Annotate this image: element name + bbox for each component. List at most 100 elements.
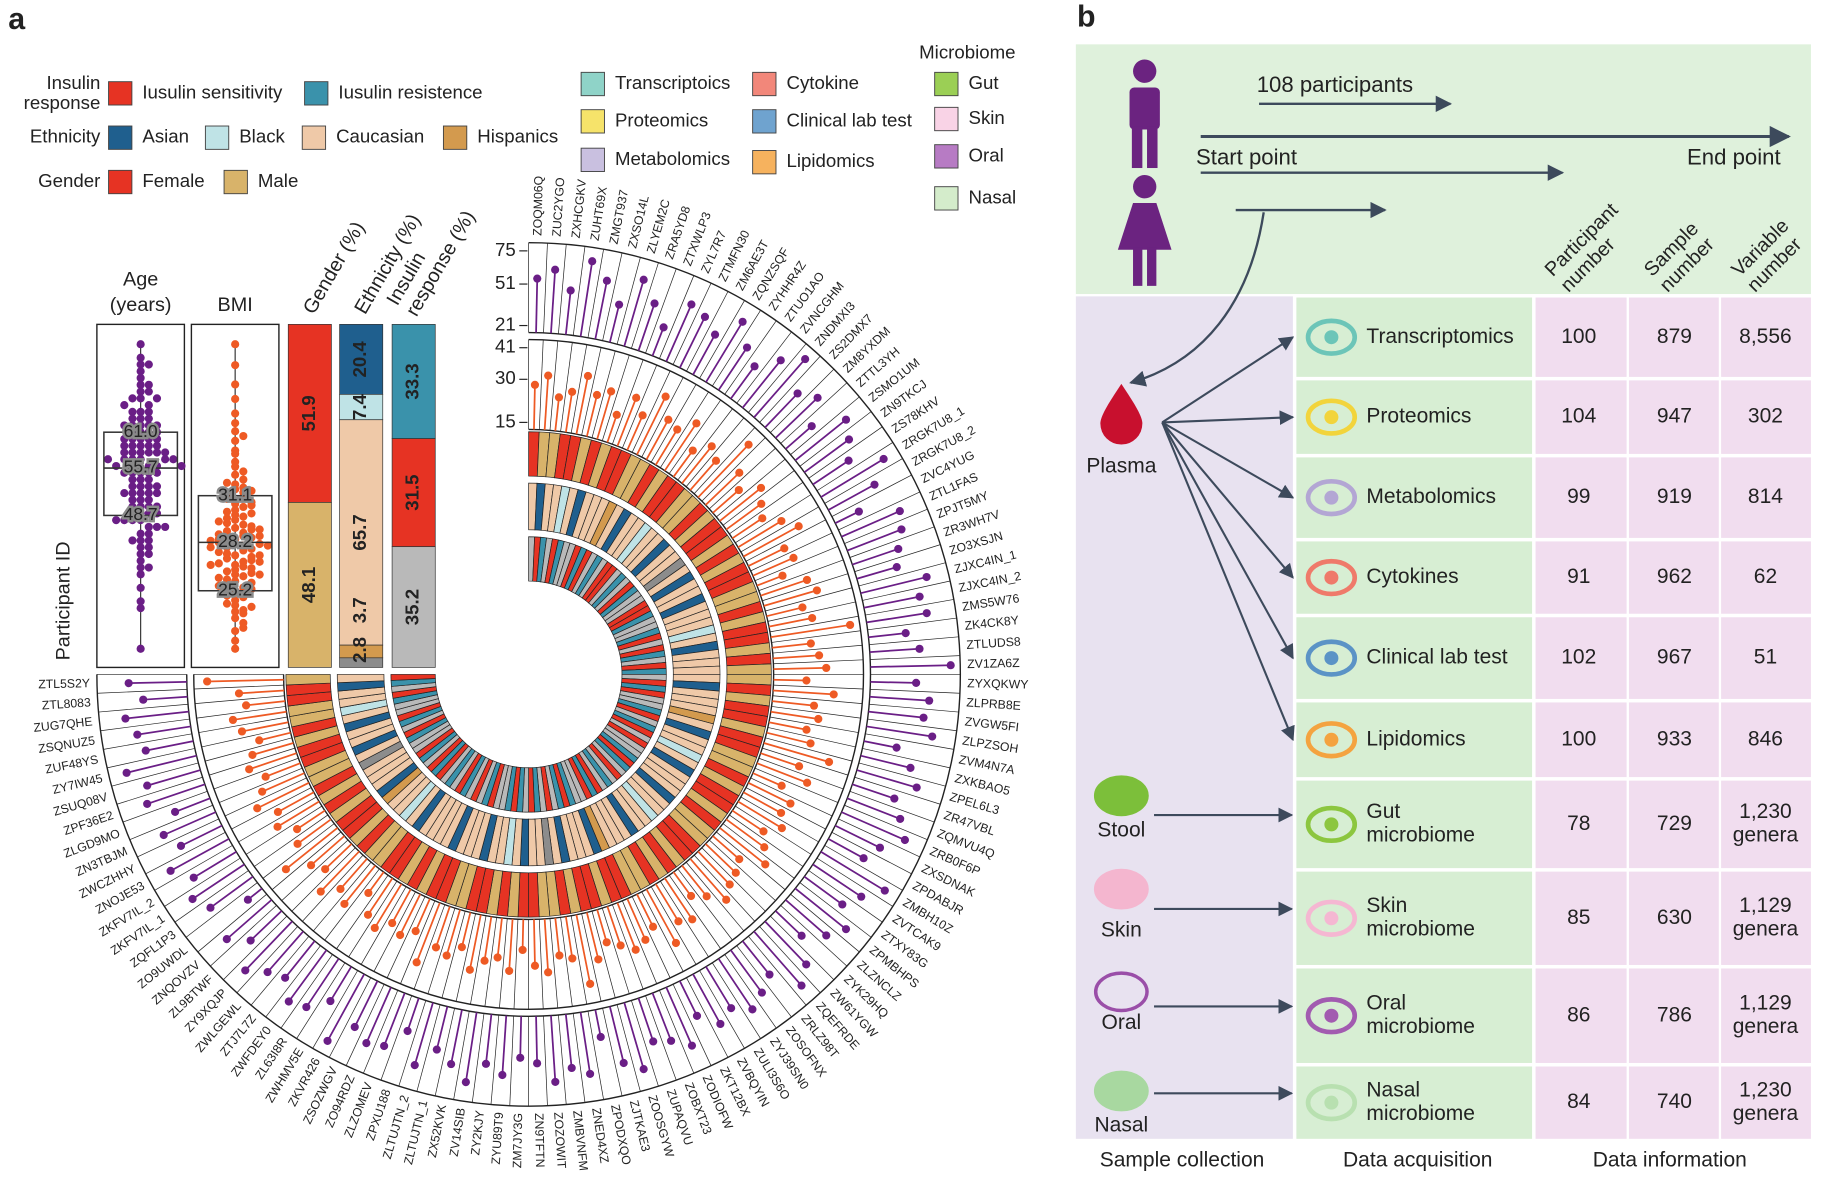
- lollipop-stem: [143, 695, 188, 701]
- participant-id: ZUC2YGO: [550, 177, 568, 237]
- legend-swatch: [934, 186, 959, 211]
- track-spoke: [867, 718, 957, 732]
- lollipop-stem: [773, 667, 827, 670]
- info-cell: [1628, 297, 1719, 377]
- lollipop-stem: [870, 681, 917, 684]
- track-spoke: [572, 246, 586, 336]
- lollipop-stem: [705, 321, 744, 383]
- lollipop-stem: [645, 888, 677, 944]
- track-spoke: [560, 342, 573, 432]
- legend-label: Nasal: [969, 186, 1017, 207]
- omics-icon: [1305, 721, 1358, 759]
- person-leg: [1133, 247, 1143, 286]
- lollipop-stem: [679, 980, 698, 1017]
- row-name: Gut: [1366, 800, 1400, 823]
- legend-label: Caucasian: [336, 126, 424, 147]
- lollipop-dot: [255, 736, 264, 745]
- track-spoke: [572, 1013, 586, 1103]
- swarm-dot: [255, 525, 264, 534]
- lollipop-stem: [672, 450, 694, 478]
- lollipop-dot: [854, 507, 863, 516]
- swarm-dot: [231, 380, 240, 389]
- track-spoke: [111, 762, 199, 787]
- cell-value: 104: [1561, 405, 1596, 428]
- swarm-dot: [231, 607, 240, 616]
- lollipop-stem: [285, 827, 339, 870]
- track-spoke: [858, 562, 946, 587]
- track-spoke: [631, 262, 659, 349]
- lollipop-stem: [766, 731, 811, 745]
- lollipop-dot: [870, 480, 879, 489]
- lollipop-dot: [176, 841, 186, 850]
- swarm-dot: [136, 360, 145, 369]
- track-spoke: [765, 587, 853, 612]
- percent-label: 3.7: [349, 597, 370, 623]
- lollipop-dot: [786, 799, 795, 808]
- legend-label: Female: [142, 170, 204, 191]
- lollipop-dot: [674, 917, 683, 926]
- track-spoke: [754, 767, 839, 803]
- percent-label: 7.4: [349, 393, 370, 420]
- track-spoke: [790, 893, 860, 953]
- track-spoke: [865, 599, 954, 616]
- lollipop-stem: [764, 920, 807, 966]
- track-spoke: [677, 408, 733, 481]
- track-spoke: [838, 491, 921, 531]
- track-spoke: [602, 252, 623, 341]
- swarm-dot: [128, 414, 137, 423]
- swarm-dot: [136, 441, 145, 450]
- lollipop-stem: [730, 949, 763, 994]
- track-spoke: [558, 1014, 567, 1105]
- lollipop-stem: [731, 517, 763, 540]
- omics-icon-dot: [1324, 490, 1339, 505]
- swarm-dot: [144, 475, 153, 484]
- lollipop-stem: [664, 422, 698, 472]
- lollipop-dot: [806, 739, 815, 748]
- track-spoke: [759, 355, 821, 423]
- legend-label: Skin: [969, 107, 1005, 128]
- swarm-dot: [231, 515, 240, 524]
- box-iqr: [197, 494, 273, 592]
- lollipop-stem: [383, 992, 406, 1047]
- track-spoke: [324, 868, 380, 941]
- participant-id: ZN9TFTN: [532, 1113, 547, 1168]
- swarm-dot: [120, 489, 129, 498]
- track-spoke: [223, 915, 288, 980]
- lollipop-stem: [852, 548, 899, 566]
- lollipop-dot: [253, 804, 262, 813]
- track-spoke: [373, 891, 416, 972]
- lollipop-dot: [639, 1065, 648, 1074]
- lollipop-dot: [738, 317, 747, 326]
- lollipop-stem: [483, 916, 493, 961]
- swarm-dot: [222, 580, 232, 589]
- participant-id: ZY2KJY: [468, 1110, 487, 1156]
- track-spoke: [513, 919, 519, 1010]
- track-spoke: [291, 847, 356, 912]
- swarm-dot: [247, 522, 256, 531]
- lollipop-dot: [897, 525, 906, 534]
- lollipop-dot: [765, 970, 774, 979]
- lollipop-dot: [780, 544, 789, 553]
- track-spoke: [453, 1011, 470, 1100]
- swarm-dot: [128, 407, 137, 416]
- track-spoke: [790, 396, 860, 455]
- legend-swatch: [108, 125, 133, 150]
- lollipop-stem: [737, 520, 782, 549]
- track-spoke: [735, 494, 812, 544]
- track-spoke: [470, 915, 487, 1005]
- lollipop-stem: [869, 695, 930, 702]
- percent-label: 35.2: [402, 589, 423, 625]
- lollipop-dot: [166, 866, 175, 875]
- lollipop-stem: [343, 864, 376, 905]
- lollipop-dot: [829, 690, 838, 699]
- track-spoke: [659, 990, 695, 1074]
- track-spoke: [441, 911, 466, 998]
- swarm-dot: [128, 502, 137, 511]
- lollipop-dot: [815, 651, 824, 660]
- lollipop-stem: [712, 489, 740, 514]
- legend-label: Iusulin sensitivity: [142, 81, 283, 102]
- lollipop-stem: [846, 797, 901, 820]
- swarm-dot: [136, 502, 145, 511]
- swarm-dot: [214, 559, 223, 568]
- lollipop-stem: [730, 365, 756, 400]
